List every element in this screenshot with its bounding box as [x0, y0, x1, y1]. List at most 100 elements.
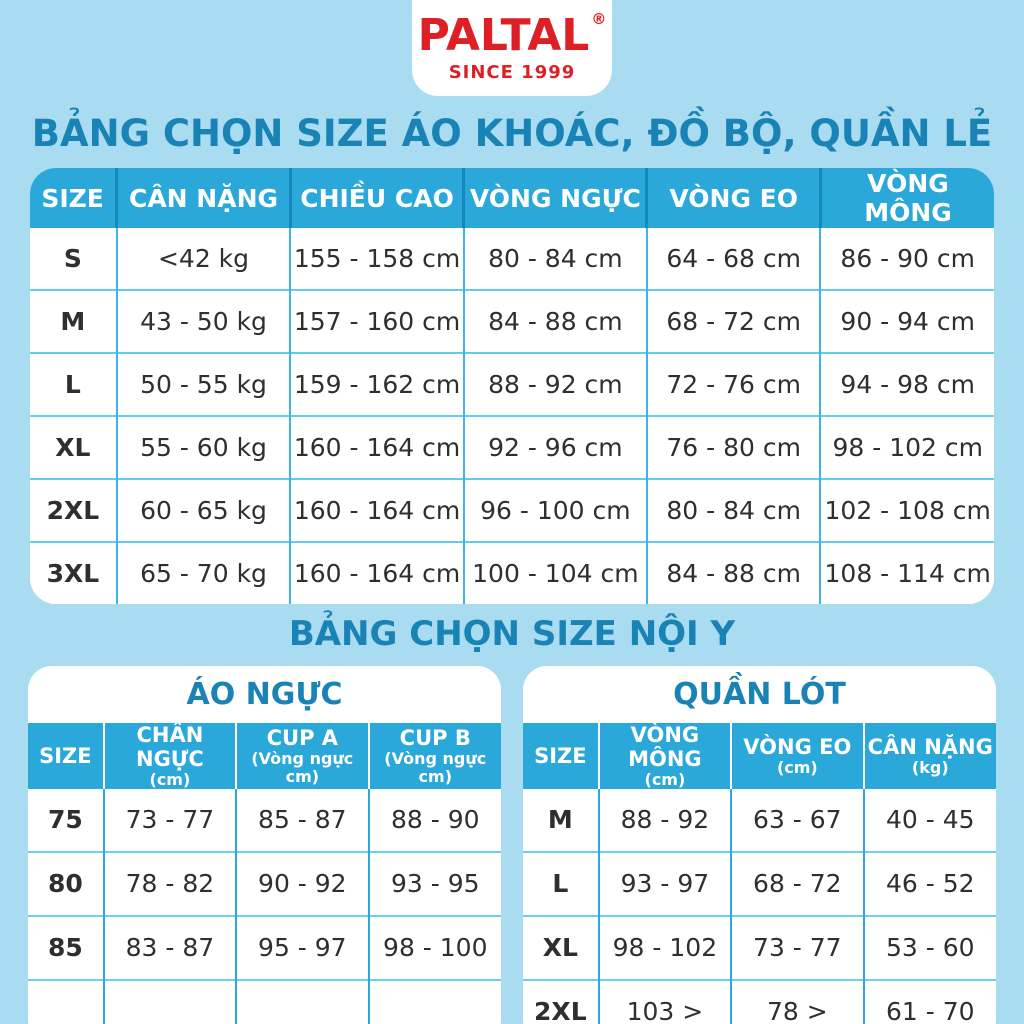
- cell-height: 160 - 164 cm: [290, 541, 465, 604]
- table-row-m: M 88 - 92 63 - 67 40 - 45: [523, 788, 996, 852]
- cell-waist: 63 - 67: [731, 788, 865, 852]
- panty-size-table: QUẦN LÓT SIZE VÒNG MÔNG (cm) VÒNG EO: [523, 666, 996, 1024]
- col-header-size: SIZE: [28, 723, 105, 789]
- cell-cup-a: [236, 978, 370, 1024]
- cell-waist: 68 - 72 cm: [646, 289, 822, 353]
- cell-bust: 96 - 100 cm: [463, 478, 648, 542]
- col-header-size: SIZE: [30, 168, 119, 228]
- cell-weight: 43 - 50 kg: [116, 289, 292, 353]
- size-label: XL: [523, 914, 600, 980]
- table-row-xl: XL 55 - 60 kg 160 - 164 cm 92 - 96 cm 76…: [30, 415, 994, 479]
- outerwear-table-header: SIZE CÂN NẶNG CHIỀU CAO VÒNG NGỰC VÒNG E…: [30, 168, 994, 228]
- cell-hip: 88 - 92: [598, 788, 733, 852]
- cell-underbust: 78 - 82: [103, 850, 238, 916]
- size-label: 2XL: [523, 978, 600, 1024]
- cell-hip: 102 - 108 cm: [820, 478, 994, 542]
- size-label: L: [523, 850, 600, 916]
- col-header-sub: (cm): [644, 770, 686, 790]
- col-header-sub: (Vòng ngực cm): [384, 749, 487, 786]
- size-label: L: [30, 352, 118, 416]
- size-label: [28, 978, 105, 1024]
- cell-hip: 98 - 102: [598, 914, 733, 980]
- cell-height: 155 - 158 cm: [290, 228, 465, 290]
- cell-waist: 84 - 88 cm: [646, 541, 822, 604]
- bra-table-title: ÁO NGỰC: [28, 666, 501, 723]
- outerwear-size-table: SIZE CÂN NẶNG CHIỀU CAO VÒNG NGỰC VÒNG E…: [30, 168, 994, 604]
- size-label: 2XL: [30, 478, 118, 542]
- panty-table-title: QUẦN LÓT: [523, 666, 996, 723]
- col-header-label: CUP A: [266, 726, 339, 751]
- col-header-label: VÒNG EO: [743, 735, 852, 760]
- size-label: S: [30, 228, 118, 290]
- cell-waist: 80 - 84 cm: [646, 478, 822, 542]
- size-label: 80: [28, 850, 105, 916]
- table-row-85: 85 83 - 87 95 - 97 98 - 100: [28, 914, 501, 980]
- col-header-size: SIZE: [523, 723, 600, 789]
- brand-tagline: SINCE 1999: [448, 61, 576, 83]
- cell-weight: 50 - 55 kg: [116, 352, 292, 416]
- col-header-hip: VÒNG MÔNG (cm): [598, 723, 733, 790]
- col-header-label: SIZE: [534, 743, 587, 768]
- size-label: M: [30, 289, 118, 353]
- cell-weight: 53 - 60: [863, 914, 996, 980]
- brand-name-line: PALTAL ®: [417, 9, 607, 61]
- col-header-cup-a: CUP A (Vòng ngực cm): [236, 723, 370, 789]
- section2-title: BẢNG CHỌN SIZE NỘI Y: [288, 614, 736, 654]
- size-label: 85: [28, 914, 105, 980]
- table-row-75: 75 73 - 77 85 - 87 88 - 90: [28, 788, 501, 852]
- cell-waist: 78 >: [731, 978, 865, 1024]
- cell-cup-a: 95 - 97: [236, 914, 370, 980]
- cell-waist: 73 - 77: [731, 914, 865, 980]
- cell-weight: <42 kg: [116, 228, 292, 290]
- col-header-label: VÒNG MÔNG: [628, 723, 702, 772]
- cell-weight: 46 - 52: [863, 850, 996, 916]
- cell-underbust: 83 - 87: [103, 914, 238, 980]
- brand-logo: PALTAL ® SINCE 1999: [412, 0, 612, 96]
- col-header-height: CHIỀU CAO: [290, 168, 466, 228]
- col-header-sub: (kg): [911, 758, 949, 778]
- col-header-weight: CÂN NẶNG: [116, 168, 292, 228]
- cell-cup-b: [368, 978, 501, 1024]
- table-row-l: L 93 - 97 68 - 72 46 - 52: [523, 850, 996, 916]
- cell-waist: 72 - 76 cm: [646, 352, 822, 416]
- cell-waist: 68 - 72: [731, 850, 865, 916]
- cell-bust: 92 - 96 cm: [463, 415, 648, 479]
- col-header-label: SIZE: [39, 743, 92, 768]
- cell-cup-b: 93 - 95: [368, 850, 501, 916]
- cell-cup-b: 88 - 90: [368, 788, 501, 852]
- cell-height: 160 - 164 cm: [290, 478, 465, 542]
- cell-weight: 55 - 60 kg: [116, 415, 292, 479]
- cell-weight: 40 - 45: [863, 788, 996, 852]
- brand-name: PALTAL: [417, 9, 590, 61]
- cell-bust: 84 - 88 cm: [463, 289, 648, 353]
- cell-underbust: [103, 978, 238, 1024]
- cell-bust: 88 - 92 cm: [463, 352, 648, 416]
- bra-size-table: ÁO NGỰC SIZE CHÂN NGỰC (cm) CUP A: [28, 666, 501, 1024]
- cell-hip: 108 - 114 cm: [820, 541, 994, 604]
- table-row-m: M 43 - 50 kg 157 - 160 cm 84 - 88 cm 68 …: [30, 289, 994, 353]
- col-header-weight: CÂN NẶNG (kg): [863, 723, 996, 789]
- table-row-xl: XL 98 - 102 73 - 77 53 - 60: [523, 914, 996, 980]
- col-header-label: CHÂN NGỰC: [136, 723, 204, 772]
- cell-hip: 94 - 98 cm: [820, 352, 994, 416]
- size-label: XL: [30, 415, 118, 479]
- section1-title: BẢNG CHỌN SIZE ÁO KHOÁC, ĐỒ BỘ, QUẦN LẺ: [31, 112, 993, 155]
- cell-weight: 61 - 70: [863, 978, 996, 1024]
- cell-hip: 90 - 94 cm: [820, 289, 994, 353]
- col-header-underbust: CHÂN NGỰC (cm): [103, 723, 238, 789]
- cell-weight: 60 - 65 kg: [116, 478, 292, 542]
- col-header-label: CÂN NẶNG: [867, 735, 993, 760]
- cell-waist: 76 - 80 cm: [646, 415, 822, 479]
- bra-table-header: SIZE CHÂN NGỰC (cm) CUP A (Vòng ngực cm)…: [28, 723, 501, 789]
- table-row-l: L 50 - 55 kg 159 - 162 cm 88 - 92 cm 72 …: [30, 352, 994, 416]
- table-row-2xl: 2XL 60 - 65 kg 160 - 164 cm 96 - 100 cm …: [30, 478, 994, 542]
- col-header-label: CUP B: [399, 726, 471, 751]
- registered-trademark-icon: ®: [591, 9, 607, 28]
- cell-height: 157 - 160 cm: [290, 289, 465, 353]
- cell-hip: 93 - 97: [598, 850, 733, 916]
- col-header-hip: VÒNG MÔNG: [820, 168, 994, 228]
- cell-hip: 98 - 102 cm: [820, 415, 994, 479]
- col-header-waist: VÒNG EO: [646, 168, 822, 228]
- cell-height: 160 - 164 cm: [290, 415, 465, 479]
- cell-bust: 100 - 104 cm: [463, 541, 648, 604]
